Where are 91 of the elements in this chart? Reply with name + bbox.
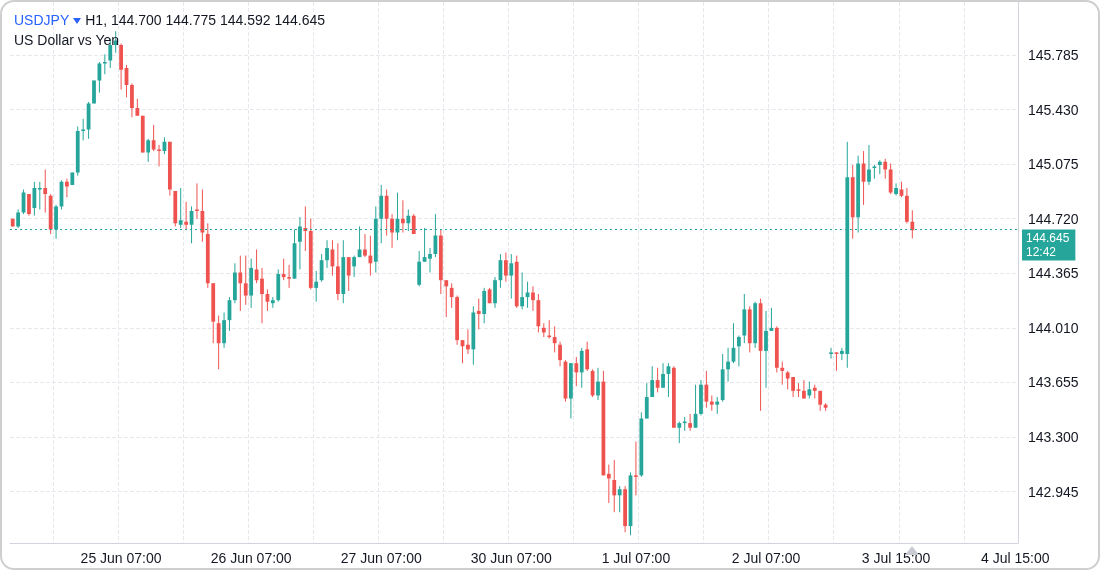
annotation: H1, 144.700 144.775 144.592 144.645	[85, 12, 326, 28]
candlestick	[894, 182, 898, 197]
candlestick	[802, 379, 806, 400]
candlestick	[325, 239, 329, 269]
candlestick	[449, 282, 454, 309]
candlestick	[574, 356, 579, 387]
y-tick-label: 144.010	[1028, 319, 1079, 336]
candlestick	[552, 325, 557, 353]
candlestick	[390, 213, 394, 249]
candlestick	[482, 287, 487, 324]
x-tick-label: 4 Jul 15:00	[981, 550, 1050, 566]
candlestick	[363, 233, 367, 258]
candlestick	[634, 441, 638, 496]
y-tick-label: 142.945	[1028, 483, 1079, 500]
candlestick	[688, 413, 693, 432]
y-tick-label: 145.430	[1028, 101, 1079, 118]
candlestick	[37, 181, 42, 210]
candlestick	[314, 270, 319, 303]
candlestick	[222, 311, 226, 349]
candlestick	[444, 279, 449, 318]
x-tick-label: 30 Jun 07:00	[470, 550, 552, 566]
ref-line-label: 144.645	[1026, 231, 1070, 246]
candlestick	[883, 158, 888, 180]
y-tick-label: 145.785	[1028, 47, 1079, 64]
candlestick	[520, 272, 525, 310]
candlestick	[493, 276, 497, 309]
candlestick	[764, 310, 768, 389]
candlestick	[596, 367, 600, 401]
candlestick	[617, 485, 622, 513]
candlestick	[558, 341, 562, 367]
candlestick	[466, 328, 470, 355]
candlestick	[195, 182, 199, 220]
candlestick	[579, 347, 584, 389]
y-tick-label: 143.300	[1028, 428, 1079, 445]
x-tick-label: 27 Jun 07:00	[340, 550, 422, 566]
candlestick	[655, 367, 660, 393]
candlestick	[677, 421, 682, 444]
candlestick	[200, 189, 205, 243]
y-tick-label: 144.720	[1028, 210, 1079, 227]
text: USDJPY	[14, 12, 70, 28]
candlestick	[243, 255, 248, 306]
candlestick	[27, 193, 31, 217]
candlestick	[417, 250, 422, 287]
candlestick	[867, 144, 871, 186]
candlestick	[606, 464, 611, 504]
candlestick	[726, 347, 730, 383]
candlestick	[65, 178, 69, 198]
candlestick	[644, 382, 649, 420]
text: 12:42	[1026, 245, 1057, 260]
x-tick-label: 25 Jun 07:00	[80, 550, 162, 566]
candlestick	[661, 362, 665, 389]
x-tick-label: 1 Jul 07:00	[601, 550, 671, 566]
y-tick-label: 145.075	[1028, 156, 1079, 173]
candlestick	[531, 285, 535, 312]
candlestick	[476, 298, 481, 330]
candlestick	[503, 252, 508, 283]
candlestick	[260, 267, 264, 324]
candlestick	[216, 315, 221, 370]
candlestick	[130, 82, 134, 118]
candlestick	[428, 247, 432, 273]
candlestick	[737, 335, 741, 367]
candlestick	[184, 201, 189, 230]
candlestick	[509, 253, 514, 300]
candlestick	[287, 264, 291, 289]
candlestick	[780, 361, 785, 386]
candlestick	[401, 199, 405, 234]
y-tick-label: 144.365	[1028, 265, 1079, 282]
candlestick	[910, 209, 915, 239]
candlestick	[829, 347, 833, 360]
y-tick-label: 143.655	[1028, 374, 1079, 391]
candlestick	[650, 365, 655, 398]
candlestick	[585, 341, 590, 372]
candlestick	[32, 181, 37, 217]
candlestick	[281, 258, 286, 281]
candlestick	[346, 256, 351, 292]
candlestick	[238, 255, 243, 312]
candlestick	[319, 253, 324, 283]
candlestick	[612, 459, 617, 513]
candlestick	[146, 138, 151, 163]
candlestick	[888, 162, 893, 195]
candlestick	[16, 208, 21, 229]
candlestick	[352, 255, 357, 278]
x-tick-label: 3 Jul 15:00	[861, 550, 931, 566]
x-tick-label: 2 Jul 07:00	[731, 550, 801, 566]
candlestick	[43, 169, 48, 214]
x-tick-label: 26 Jun 07:00	[210, 550, 292, 566]
candlestick	[151, 124, 156, 152]
candlestick	[834, 351, 839, 372]
candlestick	[384, 189, 389, 237]
candlestick	[704, 370, 709, 409]
candlestick	[368, 235, 373, 277]
